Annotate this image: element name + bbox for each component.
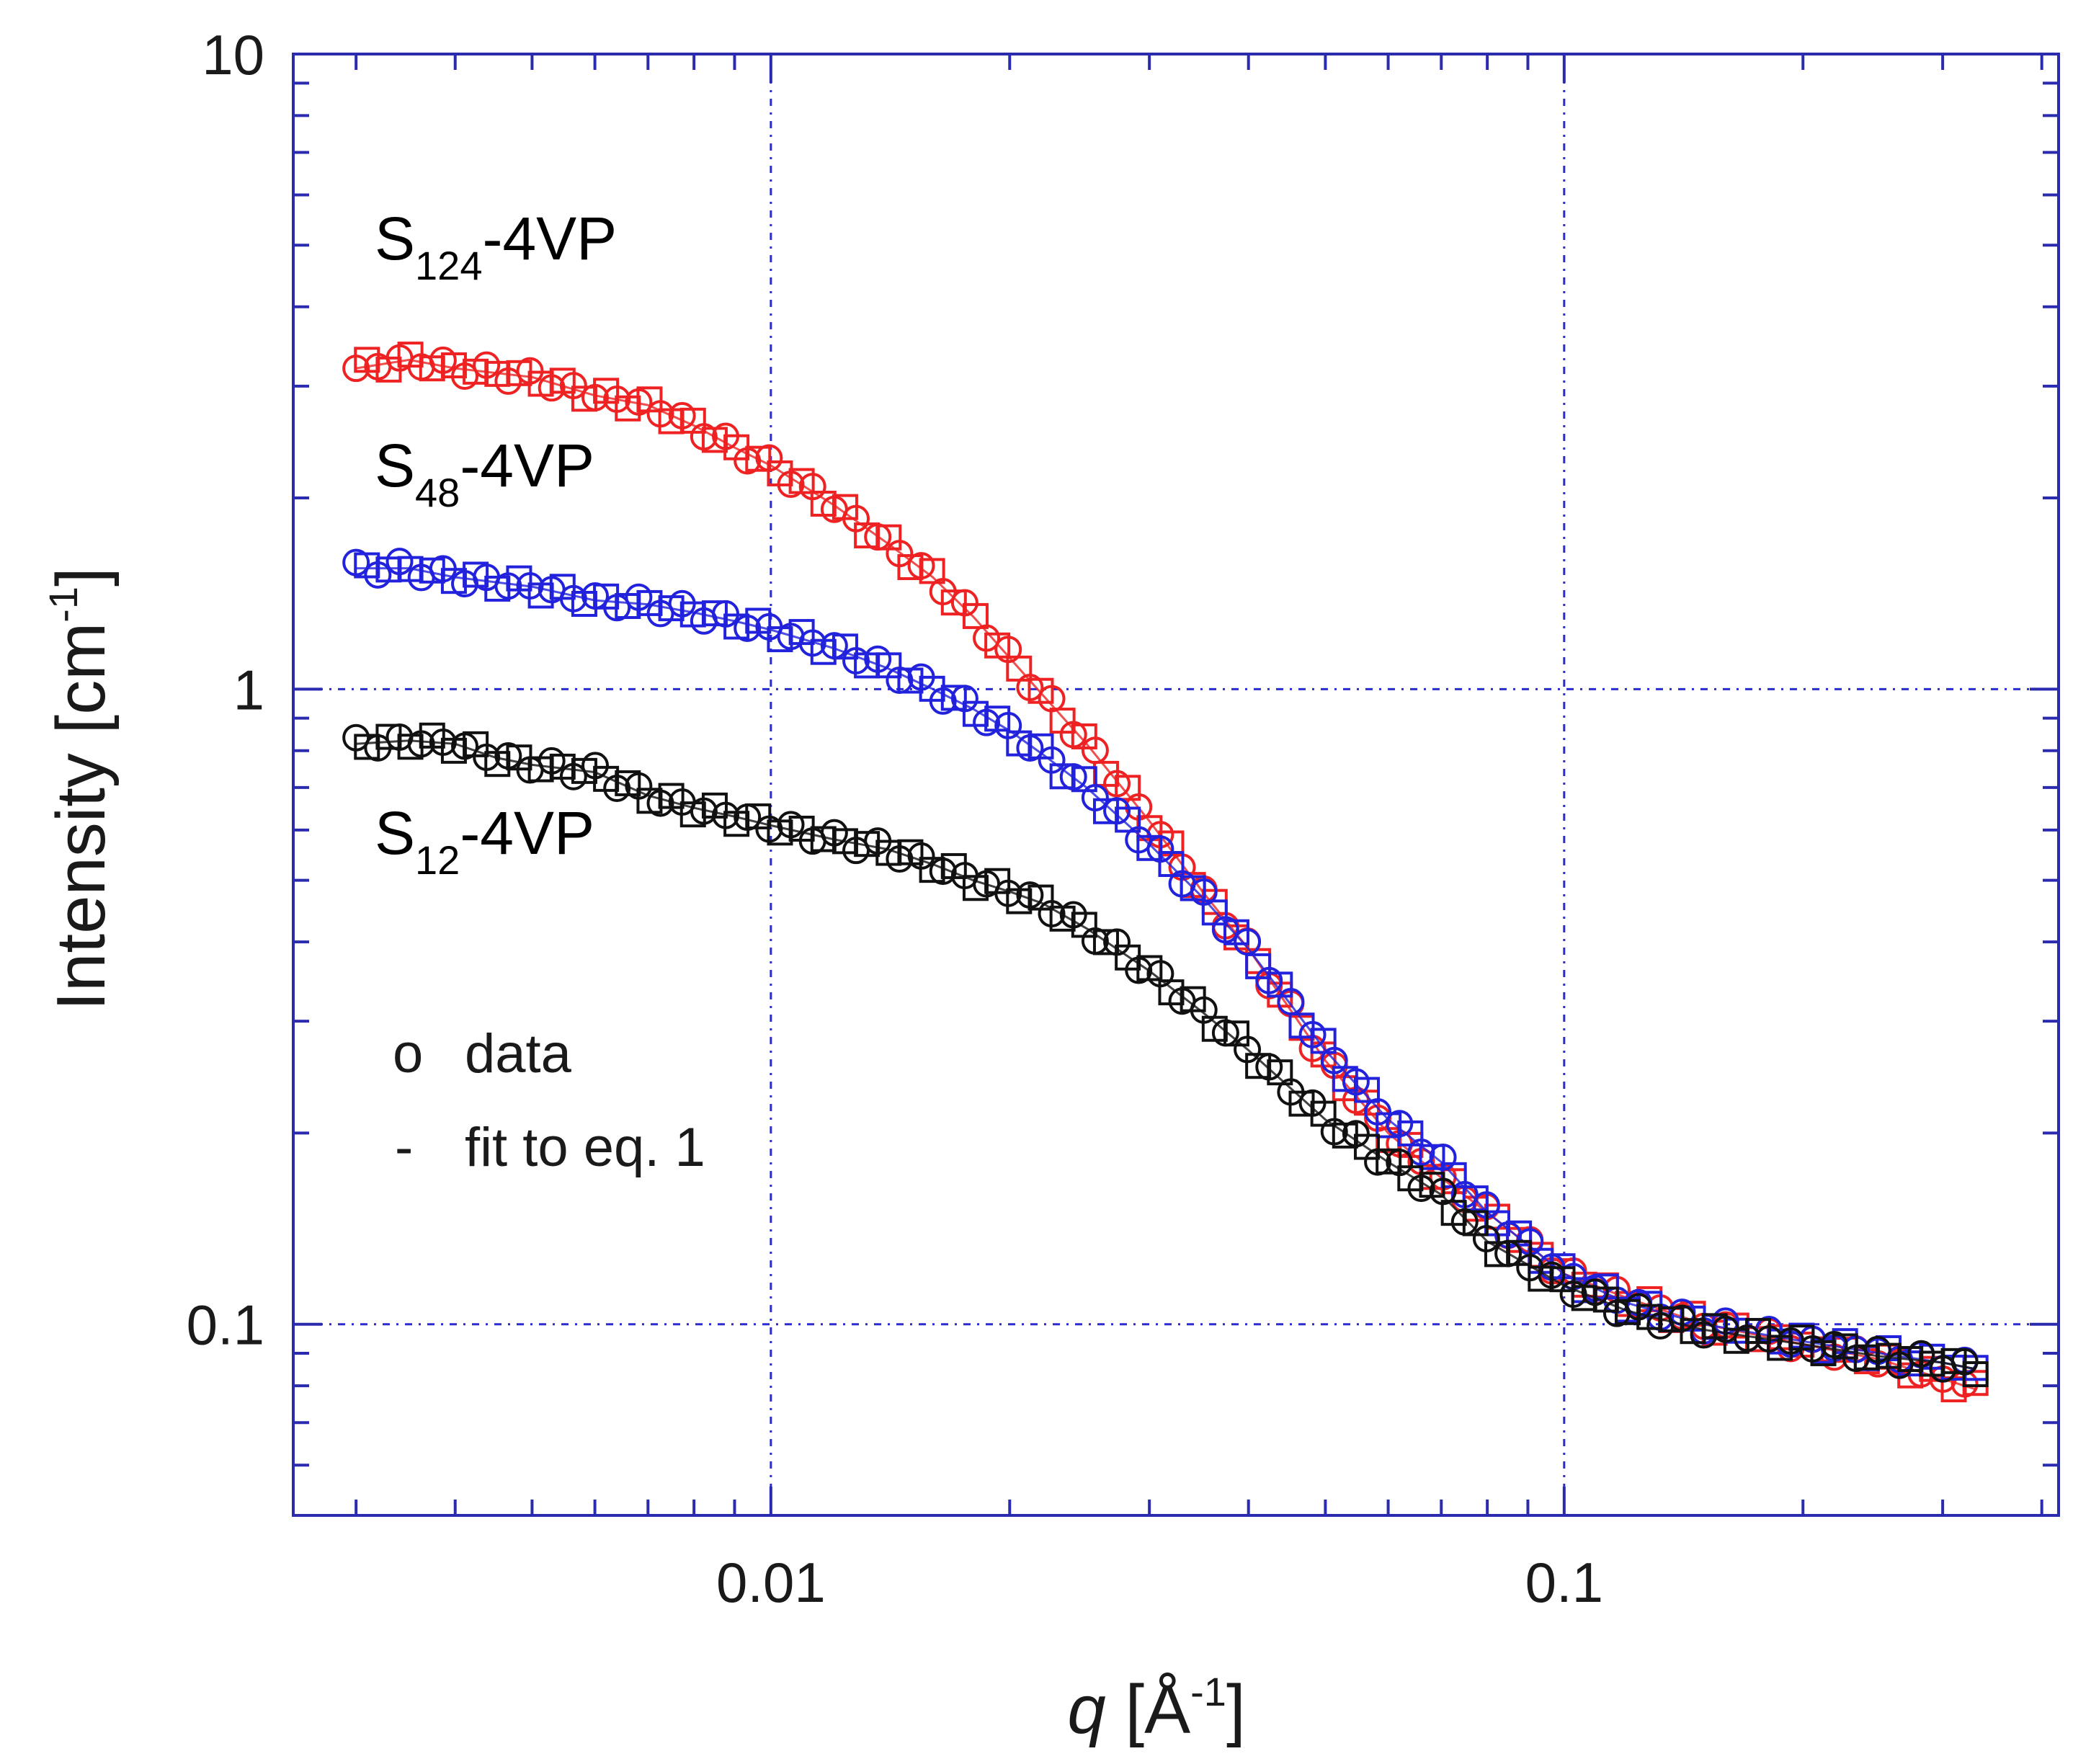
x-axis-title: q [Å-1]	[1067, 1669, 1245, 1748]
series-S48-4VP	[342, 548, 1989, 1383]
data-point-square	[1353, 1077, 1380, 1103]
y-axis-text: Intensity [cm	[43, 623, 120, 1011]
data-point-square	[962, 602, 989, 629]
data-point-square	[1701, 1313, 1728, 1340]
y-tick-label: 0.1	[187, 1293, 264, 1357]
legend-symbol-fit: -	[395, 1117, 413, 1178]
grid-lines	[293, 54, 2059, 1515]
y-axis-sup: -1	[40, 587, 86, 623]
series-S12-4VP	[342, 722, 1989, 1388]
data-point-square	[919, 558, 945, 584]
s48-base: S	[375, 432, 415, 499]
tick-labels: 0.01 0.1 10 1 0.1	[187, 23, 1603, 1614]
s48-rest: -4VP	[460, 432, 594, 499]
x-axis-sup: -1	[1190, 1669, 1226, 1714]
data-point-square	[1092, 929, 1119, 956]
fit-curve	[356, 739, 1976, 1371]
legend-symbol-data: o	[393, 1023, 423, 1084]
data-point-square	[1419, 1144, 1445, 1170]
axis-ticks	[293, 53, 2059, 1517]
y-tick-label: 10	[202, 23, 264, 86]
x-tick-label: 0.01	[716, 1551, 826, 1614]
s124-rest: -4VP	[482, 205, 617, 272]
data-point-square	[463, 561, 489, 588]
data-point-square	[940, 589, 967, 616]
data-point-square	[1136, 834, 1163, 861]
data-point-square	[615, 770, 641, 796]
series-label-s12: S12-4VP	[375, 799, 594, 883]
legend-text-fit: fit to eq. 1	[465, 1117, 705, 1178]
s12-sub: 12	[415, 837, 460, 883]
data-point-square	[940, 685, 967, 711]
data-point-square	[1115, 806, 1141, 833]
data-point-square	[745, 445, 772, 472]
s12-rest: -4VP	[460, 799, 594, 867]
x-axis-text: [Å	[1106, 1671, 1190, 1748]
data-point-square	[701, 600, 728, 627]
series-S124-4VP	[342, 342, 1989, 1403]
plot-frame	[292, 53, 2060, 1517]
y-axis-close: ]	[43, 567, 120, 587]
x-tick-label: 0.1	[1525, 1551, 1603, 1614]
series-label-s124: S124-4VP	[375, 205, 617, 288]
y-axis-title: Intensity [cm-1]	[40, 567, 120, 1010]
data-point-square	[1940, 1348, 1967, 1374]
legend: o data - fit to eq. 1	[393, 1023, 705, 1178]
data-markers	[342, 342, 1989, 1403]
legend-text-data: data	[465, 1023, 572, 1084]
s48-sub: 48	[415, 470, 460, 515]
series-label-s48: S48-4VP	[375, 432, 594, 515]
data-point-square	[1376, 1148, 1402, 1175]
s124-sub: 124	[415, 243, 482, 288]
s12-base: S	[375, 799, 415, 867]
x-axis-var: q	[1067, 1671, 1105, 1748]
data-point-square	[1962, 1361, 1989, 1388]
x-axis-close: ]	[1226, 1671, 1246, 1748]
y-tick-label: 1	[233, 658, 264, 721]
s124-base: S	[375, 205, 415, 272]
